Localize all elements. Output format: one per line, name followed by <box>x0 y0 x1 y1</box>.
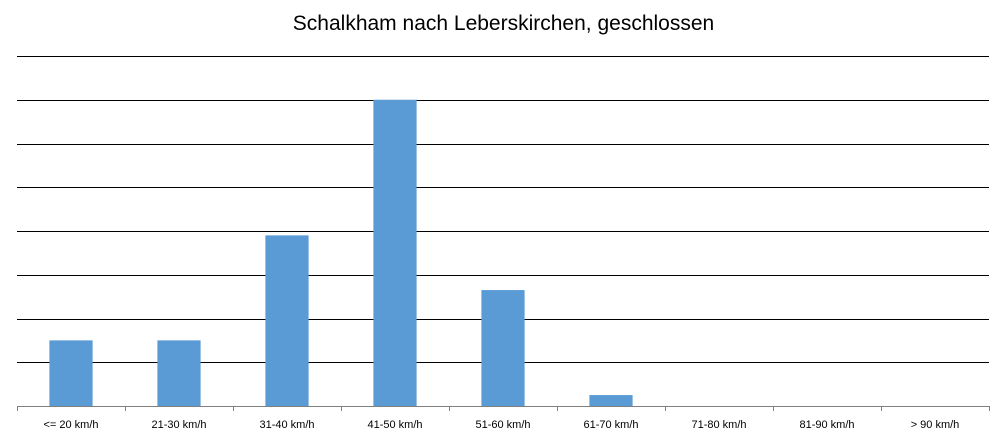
chart-title: Schalkham nach Leberskirchen, geschlosse… <box>292 12 715 35</box>
x-tick-label: 41-50 km/h <box>367 419 422 431</box>
x-tick-label: <= 20 km/h <box>43 419 98 431</box>
x-tick-label: 81-90 km/h <box>799 419 854 431</box>
x-tick-label: 51-60 km/h <box>475 419 530 431</box>
bar <box>589 395 633 406</box>
bar <box>481 290 525 406</box>
bar <box>265 235 309 406</box>
x-tick-label: 21-30 km/h <box>151 419 206 431</box>
bar <box>49 340 93 406</box>
bar <box>373 99 417 406</box>
bars <box>49 99 633 406</box>
x-tick-label: 31-40 km/h <box>259 419 314 431</box>
x-axis: <= 20 km/h 21-30 km/h 31-40 km/h 41-50 km/h… <box>17 406 990 431</box>
x-tick-label: > 90 km/h <box>911 419 960 431</box>
x-tick-label: 61-70 km/h <box>583 419 638 431</box>
x-tick-label: 71-80 km/h <box>691 419 746 431</box>
bar <box>157 340 201 406</box>
